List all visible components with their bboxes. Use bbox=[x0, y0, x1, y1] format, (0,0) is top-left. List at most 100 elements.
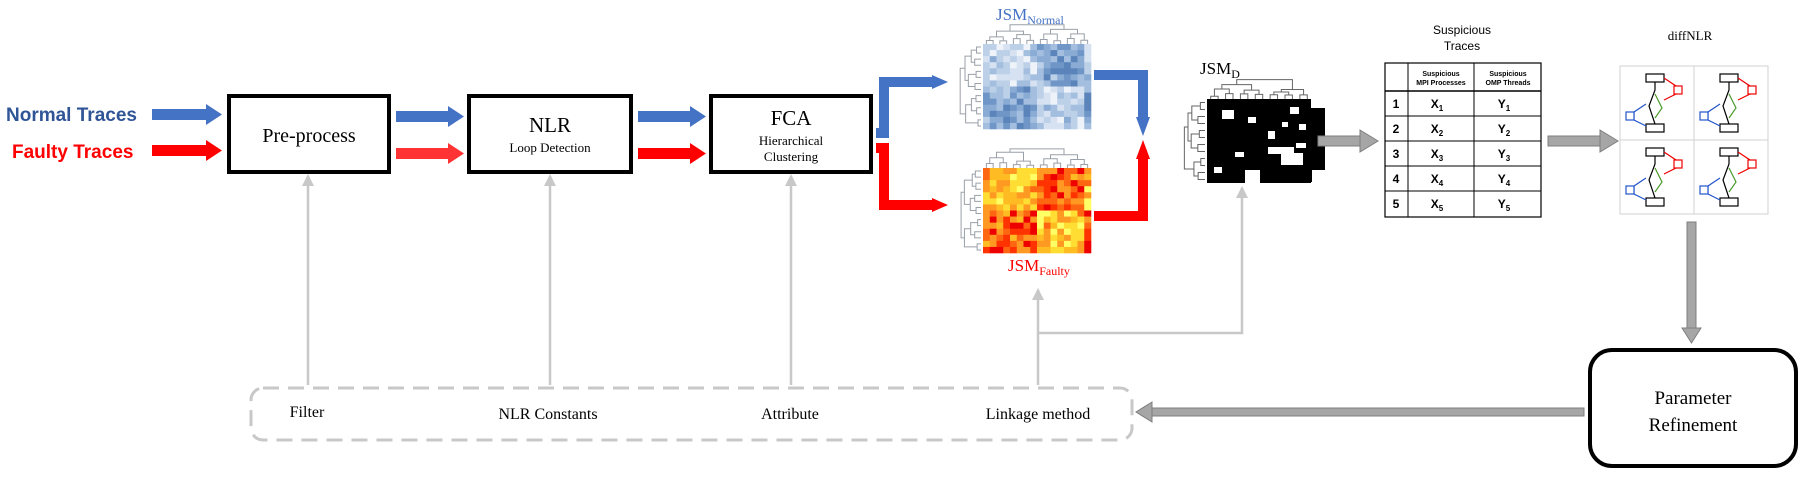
heatmap-cell bbox=[1037, 234, 1045, 242]
heatmap-cell bbox=[1077, 50, 1085, 57]
heatmap-cell bbox=[1077, 240, 1085, 248]
jsm-faulty-top-dendrogram bbox=[985, 148, 1089, 168]
arrow-diffnlr-to-refinement bbox=[1681, 221, 1702, 344]
heatmap-cell bbox=[1037, 80, 1045, 87]
heatmap-cell bbox=[1037, 50, 1045, 57]
heatmap-cell bbox=[1010, 192, 1018, 199]
heatmap-cell bbox=[1084, 198, 1092, 205]
heatmap-cell bbox=[1030, 210, 1038, 217]
heatmap-cell bbox=[1016, 192, 1024, 199]
heatmap-cell bbox=[983, 228, 991, 236]
heatmap-cell bbox=[1057, 110, 1065, 118]
diffnlr-grid bbox=[1619, 65, 1769, 215]
heatmap-cell bbox=[1050, 50, 1058, 57]
heatmap-cell bbox=[1057, 240, 1065, 248]
heatmap-cell bbox=[1043, 80, 1051, 87]
suspicious-traces-table bbox=[1384, 62, 1542, 218]
heatmap-cell bbox=[1023, 110, 1031, 118]
heatmap-cell bbox=[1030, 192, 1038, 199]
heatmap-cell bbox=[1084, 228, 1092, 236]
heatmap-cell bbox=[989, 228, 997, 236]
heatmap-cell bbox=[1064, 204, 1072, 211]
heatmap-cell bbox=[1064, 210, 1072, 217]
heatmap-cell bbox=[1037, 228, 1045, 236]
arrow-jsmd-to-table bbox=[1317, 129, 1379, 153]
heatmap-cell bbox=[1064, 198, 1072, 205]
heatmap-cell bbox=[1037, 56, 1045, 63]
heatmap-cell bbox=[1057, 104, 1065, 112]
heatmap-cell bbox=[1077, 68, 1085, 75]
heatmap-cell bbox=[1016, 246, 1024, 254]
heatmap-cell bbox=[1003, 204, 1011, 211]
heatmap-cell bbox=[996, 192, 1004, 199]
heatmap-cell bbox=[1043, 86, 1051, 93]
heatmap-cell bbox=[1057, 50, 1065, 57]
feedback-linkage-to-jsmd bbox=[1038, 186, 1248, 335]
heatmap-cell bbox=[1057, 216, 1065, 223]
heatmap-cell bbox=[1084, 180, 1092, 187]
heatmap-cell bbox=[1064, 62, 1072, 69]
heatmap-cell bbox=[1016, 110, 1024, 118]
heatmap-cell bbox=[1016, 56, 1024, 63]
heatmap-cell bbox=[1023, 92, 1031, 99]
heatmap-cell bbox=[1030, 50, 1038, 57]
heatmap-cell bbox=[1037, 74, 1045, 81]
heatmap-cell bbox=[1023, 210, 1031, 217]
heatmap-cell bbox=[1037, 104, 1045, 112]
heatmap-cell bbox=[1037, 210, 1045, 217]
heatmap-cell bbox=[1050, 186, 1058, 193]
heatmap-cell bbox=[1003, 174, 1011, 181]
heatmap-cell bbox=[1023, 234, 1031, 242]
heatmap-cell bbox=[1064, 104, 1072, 112]
heatmap-cell bbox=[1016, 168, 1024, 175]
jsm-normal-label: JSMNormal bbox=[996, 5, 1065, 27]
heatmap-cell bbox=[1084, 62, 1092, 69]
heatmap-cell bbox=[1016, 222, 1024, 230]
heatmap-cell bbox=[1030, 98, 1038, 106]
heatmap-cell bbox=[1010, 216, 1018, 223]
heatmap-cell bbox=[1037, 44, 1045, 51]
heatmap-cell bbox=[1016, 122, 1024, 130]
heatmap-cell bbox=[1043, 246, 1051, 254]
heatmap-cell bbox=[1030, 104, 1038, 112]
heatmap-cell bbox=[1050, 240, 1058, 248]
heatmap-cell bbox=[1064, 222, 1072, 230]
heatmap-cell bbox=[1064, 110, 1072, 118]
heatmap-cell bbox=[996, 186, 1004, 193]
heatmap-cell bbox=[1003, 44, 1011, 51]
heatmap-cell bbox=[1084, 240, 1092, 248]
suspicious-title-line2: Traces bbox=[1444, 39, 1480, 53]
jsm-normal-top-dendrogram bbox=[985, 24, 1089, 44]
heatmap-cell bbox=[1084, 74, 1092, 81]
heatmap-cell bbox=[1030, 174, 1038, 181]
heatmap-cell bbox=[1050, 216, 1058, 223]
heatmap-cell bbox=[1010, 246, 1018, 254]
heatmap-cell bbox=[989, 186, 997, 193]
heatmap-cell bbox=[1023, 192, 1031, 199]
col-mpi-header-line2: MPI Processes bbox=[1416, 80, 1466, 87]
heatmap-cell bbox=[996, 104, 1004, 112]
heatmap-cell bbox=[1077, 98, 1085, 106]
col-mpi-header-line1: Suspicious bbox=[1422, 71, 1459, 78]
heatmap-cell bbox=[989, 44, 997, 51]
arrow-refinement-to-parameters bbox=[1135, 401, 1585, 423]
heatmap-cell bbox=[1084, 186, 1092, 193]
heatmap-cell bbox=[1070, 68, 1078, 75]
heatmap-cell bbox=[1043, 216, 1051, 223]
heatmap-cell bbox=[1070, 44, 1078, 51]
heatmap-cell bbox=[996, 168, 1004, 175]
heatmap-cell bbox=[1023, 246, 1031, 254]
heatmap-cell bbox=[1057, 56, 1065, 63]
heatmap-cell bbox=[983, 104, 991, 112]
heatmap-cell bbox=[1010, 186, 1018, 193]
heatmap-cell bbox=[1050, 168, 1058, 175]
row-number: 1 bbox=[1393, 97, 1400, 111]
heatmap-cell bbox=[996, 180, 1004, 187]
normal-arrow-nlr-fca bbox=[638, 106, 706, 127]
heatmap-cell bbox=[996, 216, 1004, 223]
heatmap-cell bbox=[1043, 74, 1051, 81]
heatmap-cell bbox=[1057, 174, 1065, 181]
heatmap-cell bbox=[1070, 110, 1078, 118]
heatmap-cell bbox=[996, 234, 1004, 242]
heatmap-cell bbox=[1016, 228, 1024, 236]
